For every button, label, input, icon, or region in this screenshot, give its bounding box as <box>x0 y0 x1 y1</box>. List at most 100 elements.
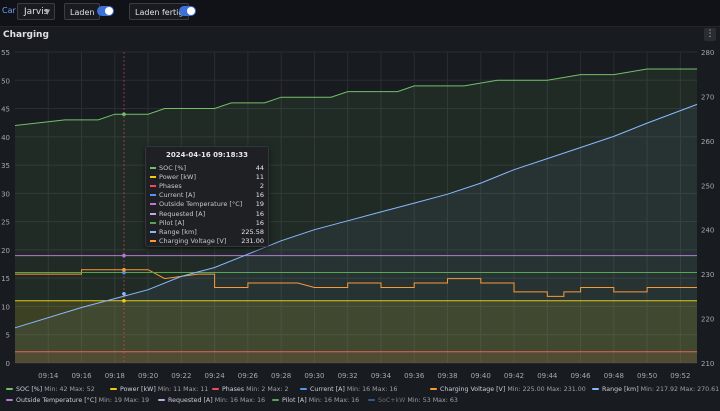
series-line-soc <box>14 68 697 126</box>
legend-stats: Min: 2 Max: 2 <box>246 386 289 393</box>
tooltip-swatch <box>150 176 156 179</box>
legend-name: Phases <box>222 386 247 393</box>
hover-point-soc <box>122 112 126 116</box>
legend-stats: Min: 16 Max: 16 <box>214 397 266 404</box>
x-tick-label: 09:24 <box>205 372 226 380</box>
tooltip-row: Requested [A] 16 <box>150 210 264 219</box>
tooltip-label: SOC [%] <box>159 164 187 172</box>
legend-name: Outside Temperature [°C] <box>16 397 99 404</box>
car-select-value: Jarvis <box>24 7 49 17</box>
legend-item-voltage[interactable]: Charging Voltage [V] Min: 225.00 Max: 23… <box>430 385 586 394</box>
x-tick-label: 09:18 <box>105 372 125 380</box>
legend-name: Charging Voltage [V] <box>440 386 508 393</box>
tooltip-swatch <box>150 221 156 224</box>
panel-title: Charging <box>3 30 49 40</box>
x-tick-label: 09:26 <box>238 372 259 380</box>
legend-swatch <box>300 388 307 390</box>
x-tick-label: 09:20 <box>138 372 158 380</box>
y-left-tick-label: 0 <box>6 360 10 368</box>
legend-stats: Min: 225.00 Max: 231.00 <box>507 386 586 393</box>
tooltip-row: Current [A] 16 <box>150 191 264 200</box>
x-tick-label: 09:52 <box>670 372 690 380</box>
charging-panel: Charging ⋮ <box>0 26 720 411</box>
y-left-tick-label: 40 <box>1 134 10 142</box>
panel-menu-icon[interactable]: ⋮ <box>704 28 716 41</box>
x-tick-label: 09:30 <box>304 372 324 380</box>
legend-name: Power [kW] <box>120 386 158 393</box>
legend-item-soc[interactable]: SOC [%] Min: 42 Max: 52 <box>6 385 95 394</box>
tooltip-label: Power [kW] <box>159 173 196 182</box>
x-tick-label: 09:48 <box>604 372 624 380</box>
tooltip-row: Charging Voltage [V] 231.00 <box>150 237 264 246</box>
x-tick-label: 09:34 <box>371 372 392 380</box>
series-area-soc <box>15 69 697 363</box>
y-left-tick-label: 20 <box>1 247 10 255</box>
x-tick-label: 09:14 <box>38 372 59 380</box>
legend-stats: Min: 16 Max: 16 <box>308 397 360 404</box>
tooltip-row: Pilot [A] 16 <box>150 219 264 228</box>
tooltip-label: Requested [A] <box>159 209 206 218</box>
legend-item-range[interactable]: Range [km] Min: 217.92 Max: 270.61 <box>592 385 719 394</box>
tooltip-swatch <box>150 203 156 206</box>
x-tick-label: 09:44 <box>537 372 558 380</box>
y-right-tick-label: 210 <box>701 360 714 368</box>
tooltip-time: 2024-04-16 09:18:33 <box>165 151 249 159</box>
legend-item-pilot[interactable]: Pilot [A] Min: 16 Max: 16 <box>272 396 359 405</box>
legend-swatch <box>110 388 117 390</box>
y-left-tick-label: 45 <box>1 106 10 114</box>
tooltip-row: Phases 2 <box>150 182 264 191</box>
y-left-tick-label: 55 <box>1 49 10 57</box>
tooltip-swatch <box>150 194 156 197</box>
x-tick-label: 09:28 <box>271 372 291 380</box>
tooltip-swatch <box>150 239 156 242</box>
series-line-voltage <box>15 269 697 297</box>
tooltip-label: Outside Temperature [°C] <box>159 200 243 209</box>
chart-tooltip: 2024-04-16 09:18:33 SOC [%] 44 Power [kW] 1… <box>145 146 269 247</box>
legend-item-phases[interactable]: Phases Min: 2 Max: 2 <box>212 385 289 394</box>
x-tick-label: 09:40 <box>471 372 491 380</box>
legend-swatch <box>592 388 599 390</box>
x-tick-label: 09:32 <box>338 372 358 380</box>
hover-point-power <box>122 299 126 303</box>
tooltip-label: Range [km] <box>159 227 197 236</box>
legend-stats: Min: 217.92 Max: 270.61 <box>640 386 720 393</box>
car-select[interactable]: Jarvis ▼ <box>17 3 55 20</box>
series-area-phases <box>15 351 697 363</box>
tooltip-label: Pilot [A] <box>159 218 185 227</box>
y-right-tick-label: 270 <box>701 93 714 101</box>
legend-item-soc_kw[interactable]: SoC+kW Min: 53 Max: 63 <box>368 396 458 405</box>
legend-item-current[interactable]: Current [A] Min: 16 Max: 16 <box>300 385 397 394</box>
legend-stats: Min: 11 Max: 11 <box>157 386 209 393</box>
laden-fertig-toggle[interactable] <box>179 6 196 16</box>
y-left-tick-label: 15 <box>1 275 10 283</box>
hover-point-range <box>122 291 126 296</box>
legend-name: Range [km] <box>602 386 641 393</box>
legend-swatch <box>6 399 13 401</box>
tooltip-swatch <box>150 167 156 169</box>
hover-point-voltage <box>122 267 126 272</box>
hover-point-current <box>122 270 126 275</box>
legend-item-temp[interactable]: Outside Temperature [°C] Min: 19 Max: 19 <box>6 396 149 405</box>
legend-item-power[interactable]: Power [kW] Min: 11 Max: 11 <box>110 385 208 394</box>
tooltip-row: Outside Temperature [°C] 19 <box>150 200 264 209</box>
legend-swatch <box>212 388 219 390</box>
tooltip-value: 225.58 <box>241 227 264 236</box>
laden-toggle[interactable] <box>97 6 114 16</box>
y-right-tick-label: 240 <box>701 227 714 235</box>
series-area-range <box>15 104 697 364</box>
tooltip-value: 44 <box>255 164 264 172</box>
tooltip-value: 11 <box>255 173 264 182</box>
y-right-tick-label: 220 <box>701 316 714 324</box>
tooltip-swatch <box>150 212 156 215</box>
series-line-range <box>14 103 698 329</box>
legend-item-requested[interactable]: Requested [A] Min: 16 Max: 16 <box>158 396 265 405</box>
x-tick-label: 09:46 <box>570 372 591 380</box>
x-tick-label: 09:38 <box>437 372 457 380</box>
tooltip-row: SOC [%] 44 <box>150 164 264 173</box>
x-tick-label: 09:22 <box>171 372 191 380</box>
tooltip-label: Phases <box>159 182 182 191</box>
tooltip-label: Charging Voltage [V] <box>159 236 227 245</box>
y-left-tick-label: 35 <box>1 162 10 170</box>
y-right-tick-label: 230 <box>701 271 714 279</box>
